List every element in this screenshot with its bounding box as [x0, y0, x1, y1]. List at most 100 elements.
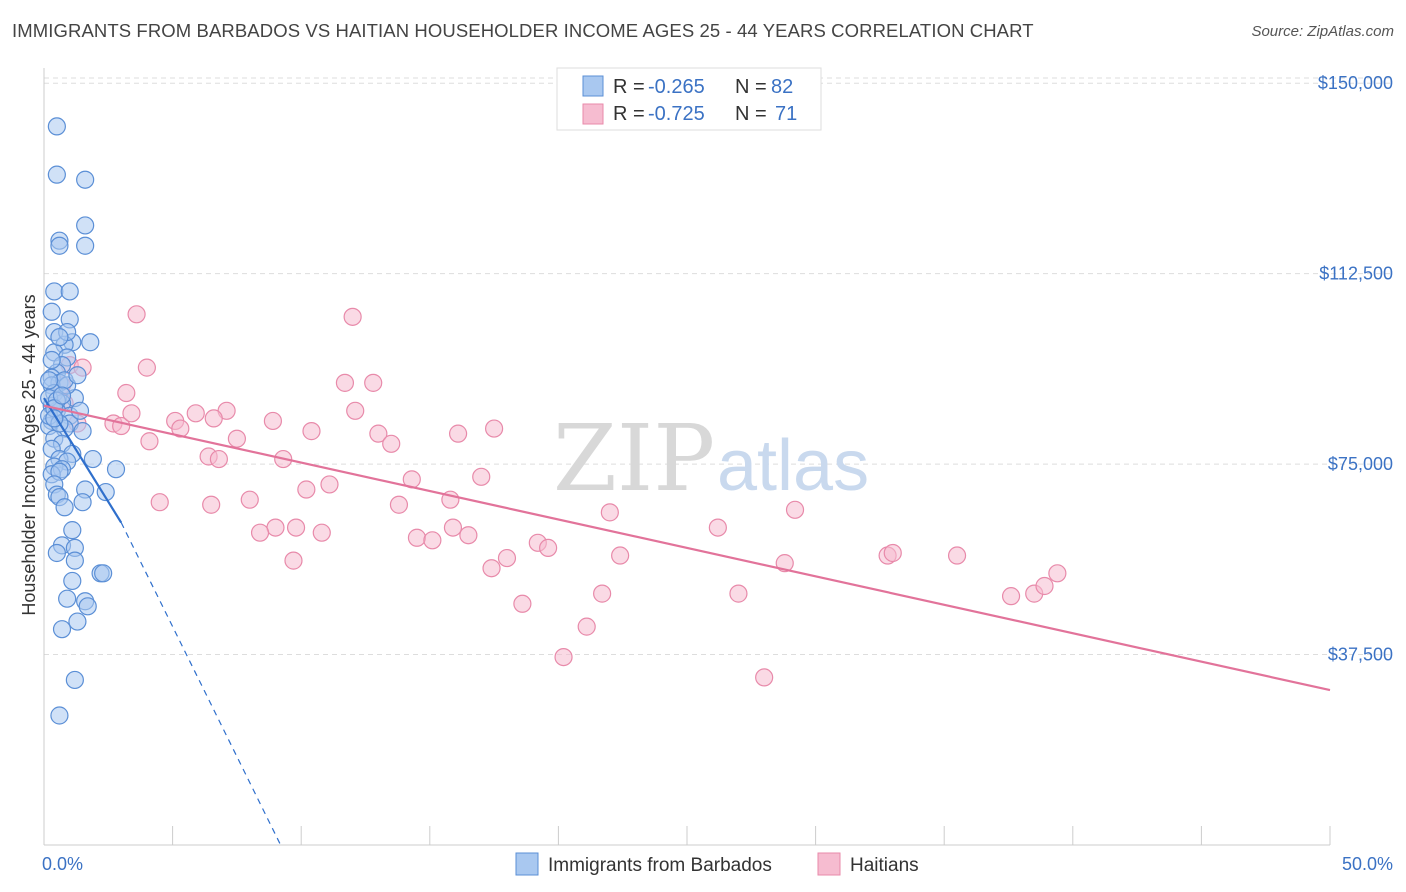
- haitians-point: [284, 551, 303, 570]
- haitians-point: [407, 528, 427, 547]
- haitians-point: [346, 401, 365, 420]
- haitians-point: [320, 475, 339, 494]
- haitians-point: [472, 467, 491, 486]
- haitians-point: [513, 594, 532, 613]
- barbados-point: [47, 117, 66, 136]
- x-ticks: [43, 826, 1331, 845]
- x-tick-label-max: 50.0%: [1342, 854, 1393, 874]
- haitians-point: [611, 546, 630, 565]
- haitians-point: [117, 383, 136, 403]
- haitians-point: [364, 373, 383, 392]
- barbados-point: [50, 328, 69, 347]
- haitians-point: [708, 518, 727, 537]
- barbados-point: [94, 564, 113, 583]
- haitians-point: [485, 419, 504, 438]
- series-legend-swatch-barbados: [515, 852, 539, 876]
- haitians-point: [448, 424, 468, 443]
- legend-swatch-blue: [582, 75, 604, 97]
- barbados-trend-extension: [120, 522, 282, 846]
- haitians-point: [539, 538, 558, 558]
- haitians-point: [443, 518, 463, 537]
- barbados-point: [70, 401, 90, 420]
- legend-r-label-pink: R =: [613, 103, 645, 125]
- y-tick-label: $112,500: [1319, 264, 1393, 284]
- haitians-point: [127, 305, 146, 324]
- haitians-point: [729, 584, 748, 603]
- chart-source: Source: ZipAtlas.com: [1251, 23, 1394, 40]
- legend-n-label-pink: N =: [735, 103, 767, 125]
- haitians-point: [202, 495, 221, 514]
- haitians-point: [883, 543, 902, 563]
- series-legend-label-haitians: Haitians: [850, 855, 919, 876]
- haitians-point: [209, 449, 228, 469]
- legend-r-value-pink: -0.725: [648, 103, 705, 125]
- series-legend: Immigrants from Barbados Haitians: [515, 852, 919, 876]
- haitians-point: [302, 422, 321, 441]
- haitians-point: [122, 404, 141, 423]
- haitians-point: [286, 518, 306, 537]
- legend-swatch-pink: [582, 103, 604, 125]
- haitians-point: [423, 531, 442, 550]
- barbados-point: [76, 170, 95, 189]
- correlation-legend: R = -0.265 N = 82 R = -0.725 N = 71: [556, 67, 822, 131]
- barbados-point: [60, 282, 79, 301]
- watermark-zip: ZIP: [553, 405, 715, 512]
- haitians-point: [389, 495, 409, 514]
- barbados-point: [40, 371, 59, 390]
- haitians-point: [312, 523, 331, 542]
- barbados-point: [65, 670, 84, 690]
- barbados-point: [55, 498, 74, 517]
- barbados-point: [68, 366, 87, 385]
- barbados-point: [42, 350, 61, 370]
- chart-title: IMMIGRANTS FROM BARBADOS VS HAITIAN HOUS…: [12, 20, 1034, 41]
- y-tick-label: $37,500: [1328, 645, 1393, 665]
- barbados-point: [52, 620, 72, 639]
- barbados-point: [47, 165, 66, 184]
- barbados-trend-line: [43, 397, 123, 524]
- barbados-point: [63, 571, 82, 591]
- barbados-point: [50, 706, 69, 725]
- haitians-point: [263, 411, 283, 431]
- series-legend-swatch-haitians: [817, 852, 841, 876]
- haitians-point: [171, 419, 190, 438]
- haitians-point: [204, 409, 223, 428]
- legend-r-label-blue: R =: [613, 76, 645, 98]
- haitians-point: [785, 500, 805, 519]
- haitians-point: [1001, 587, 1021, 606]
- gridlines: [44, 77, 1392, 656]
- legend-n-value-blue: 82: [771, 76, 793, 98]
- legend-r-value-blue: -0.265: [648, 76, 705, 98]
- barbados-point: [50, 236, 69, 255]
- watermark: ZIP atlas: [553, 405, 869, 512]
- haitians-point: [297, 480, 316, 499]
- haitians-point: [459, 526, 478, 545]
- haitians-point: [482, 559, 501, 578]
- haitians-point: [577, 617, 596, 636]
- haitians-point: [369, 424, 388, 443]
- legend-n-label-blue: N =: [735, 76, 767, 98]
- barbados-point: [68, 612, 87, 631]
- haitians-point: [150, 493, 169, 512]
- series-legend-label-barbados: Immigrants from Barbados: [548, 855, 772, 876]
- barbados-point: [76, 216, 95, 235]
- watermark-atlas: atlas: [717, 426, 869, 506]
- haitians-point: [497, 548, 517, 568]
- trend-lines: [43, 397, 1331, 846]
- haitians-point: [755, 668, 774, 687]
- barbados-point: [73, 422, 92, 441]
- legend-n-value-pink: 71: [775, 103, 797, 125]
- haitians-point: [240, 490, 259, 509]
- haitians-trend-line: [43, 404, 1331, 692]
- haitians-point: [382, 434, 401, 453]
- haitians-point: [600, 503, 619, 522]
- y-tick-label: $150,000: [1318, 73, 1393, 93]
- haitians-point: [140, 432, 159, 451]
- haitians-point: [227, 429, 246, 448]
- haitians-point: [947, 546, 967, 565]
- y-tick-labels: $37,500 $75,000 $112,500 $150,000: [1318, 73, 1393, 664]
- haitians-point: [343, 307, 362, 326]
- barbados-point: [96, 482, 115, 502]
- haitians-point: [1035, 576, 1054, 596]
- haitians-point: [593, 584, 612, 603]
